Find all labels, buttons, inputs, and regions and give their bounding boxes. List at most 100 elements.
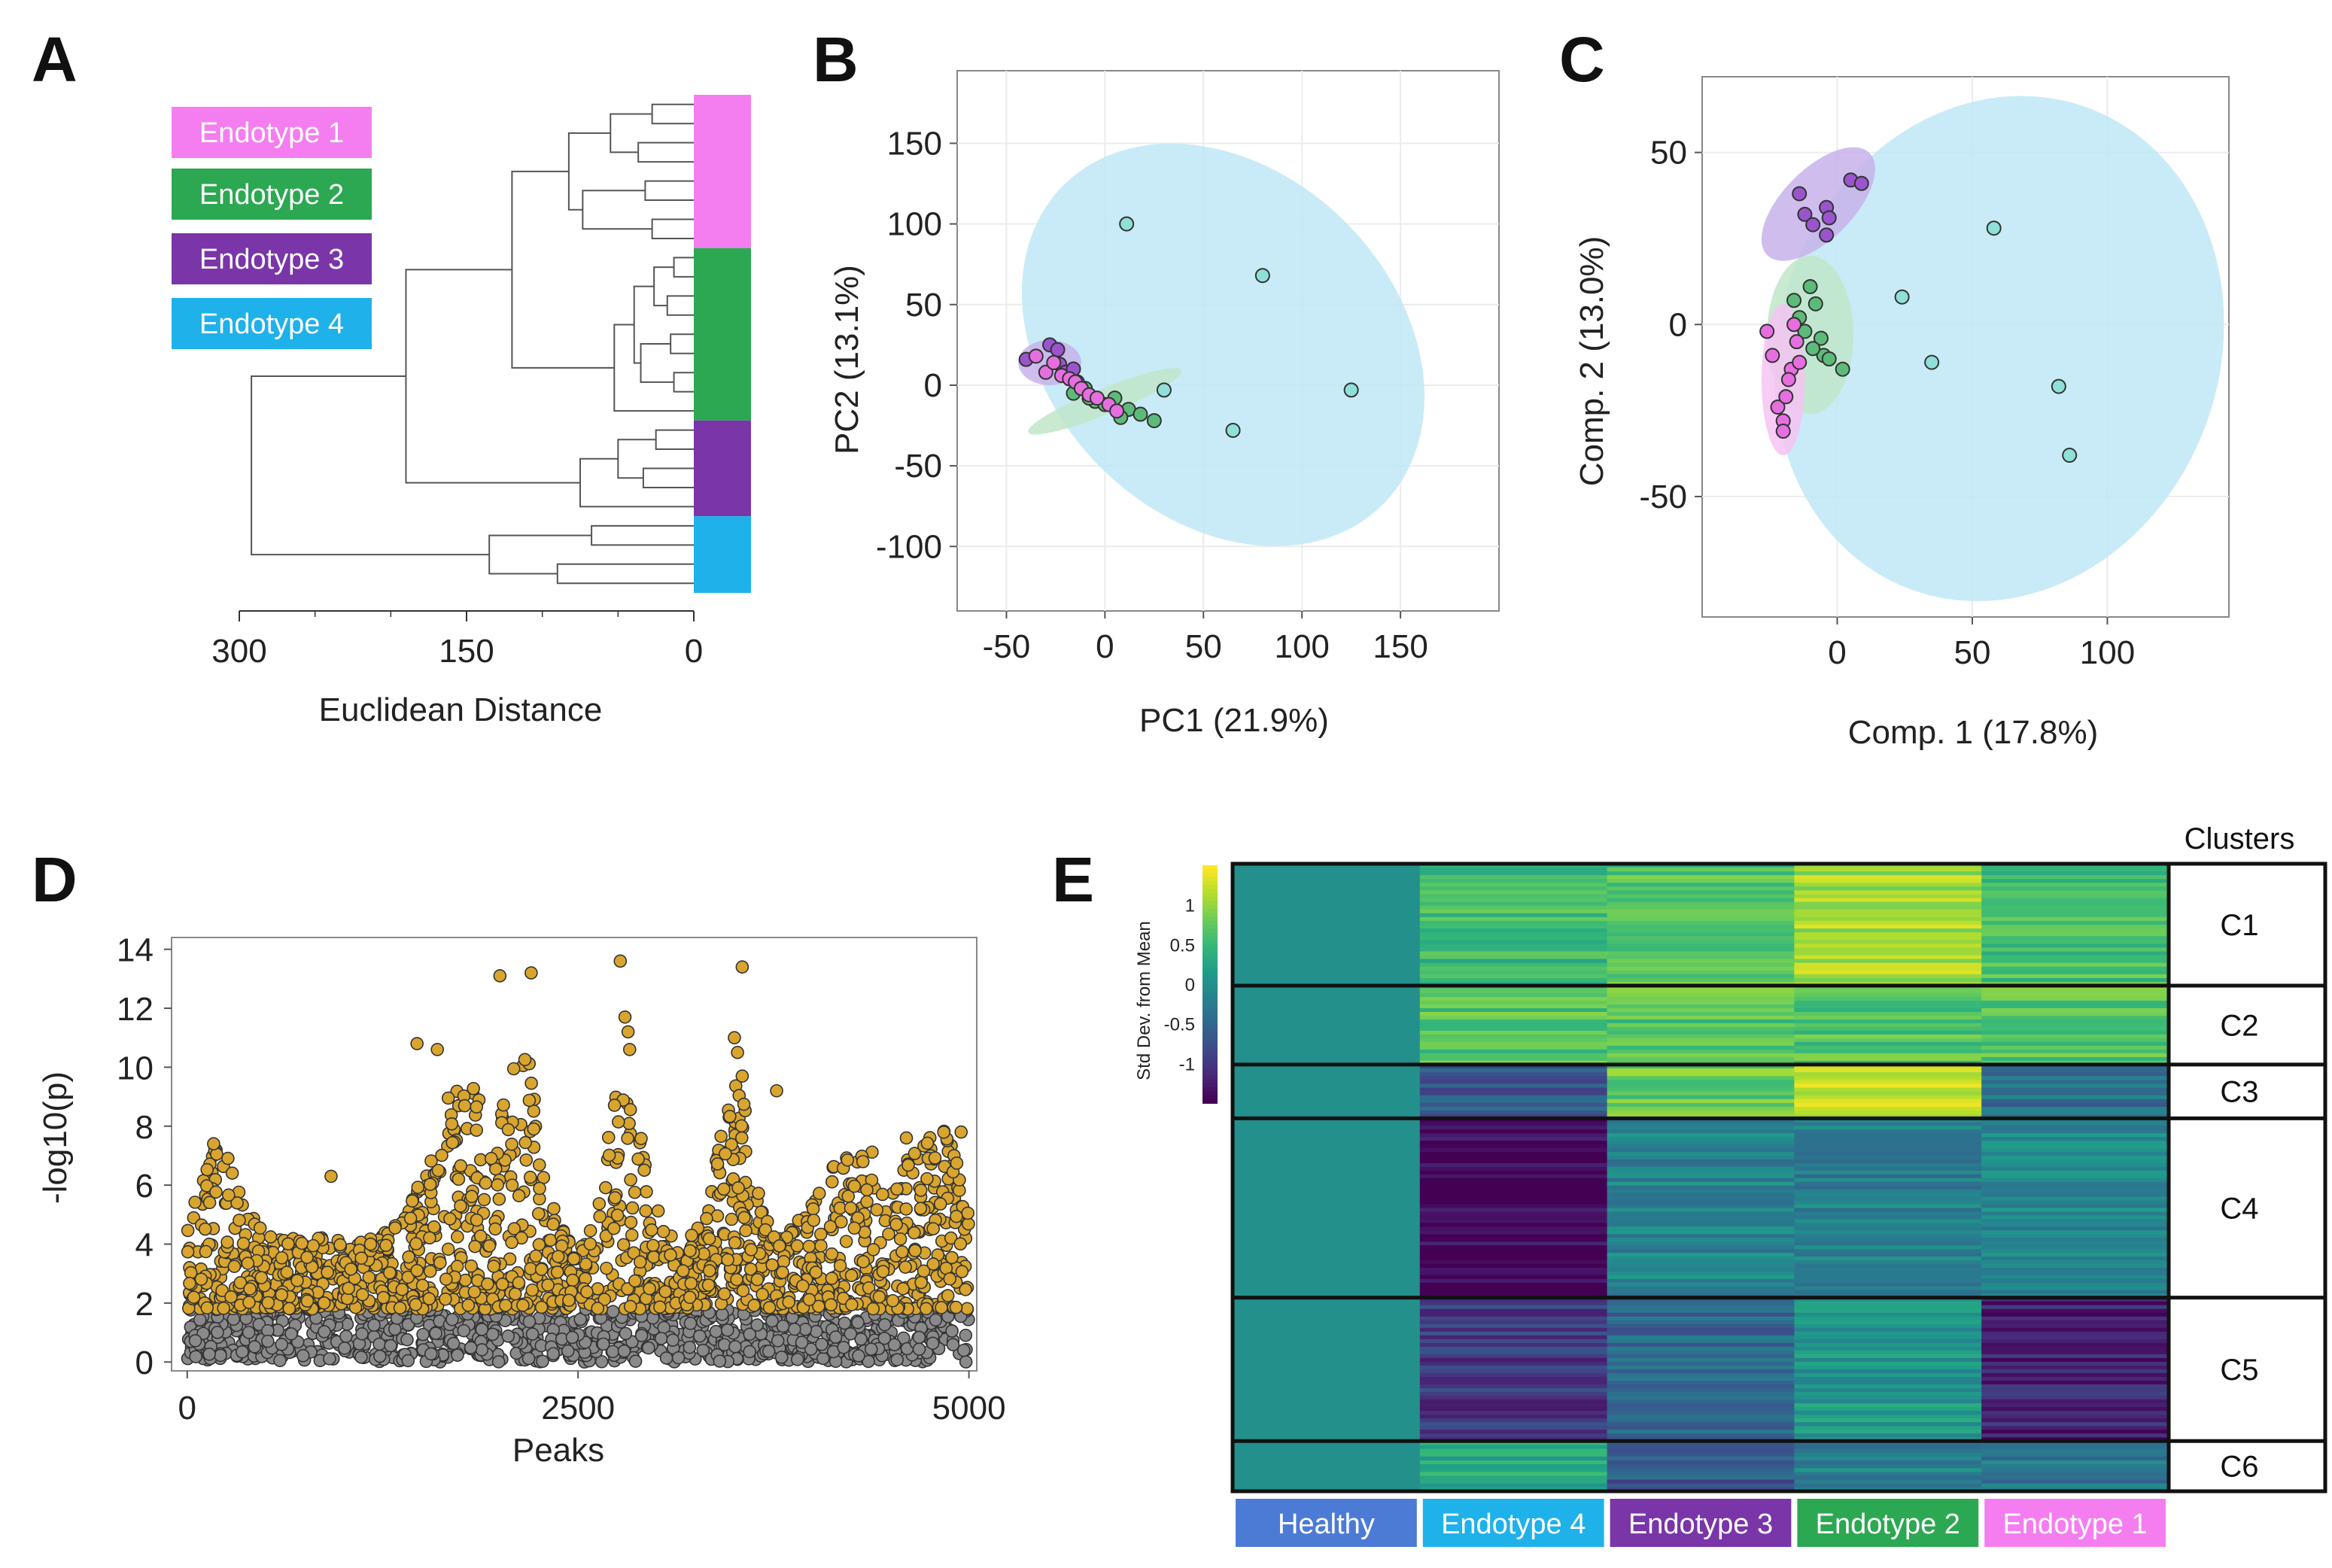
- nonsignificant-peak-point: [864, 1342, 878, 1357]
- heatmap-cell: [1981, 1350, 2169, 1355]
- heatmap-cell: [1233, 920, 1421, 925]
- heatmap-cell: [1233, 1111, 1421, 1115]
- significant-peak-point: [684, 1276, 698, 1290]
- nonsignificant-peak-point: [628, 1354, 643, 1368]
- point-endotype-3: [1853, 175, 1869, 191]
- heatmap-cell: [1233, 1257, 1421, 1261]
- heatmap-cell: [1794, 1007, 1982, 1013]
- heatmap-cell: [1981, 1068, 2169, 1073]
- heatmap-cell: [1794, 898, 1982, 903]
- heatmap-cell: [1419, 1133, 1608, 1138]
- heatmap-cell: [1981, 1475, 2169, 1481]
- heatmap-cell: [1233, 1316, 1421, 1321]
- significant-peak-point: [866, 1302, 880, 1316]
- point-endotype-2: [1786, 293, 1802, 308]
- nonsignificant-peak-point: [525, 1327, 540, 1341]
- heatmap-cell: [1419, 1316, 1608, 1321]
- heatmap-cell: [1419, 1290, 1608, 1295]
- heatmap-cell: [1607, 966, 1795, 971]
- heatmap-cell: [1794, 1422, 1982, 1427]
- heatmap-cell: [1607, 1026, 1795, 1032]
- significant-peak-point: [646, 1238, 660, 1253]
- heatmap-cell: [1794, 1350, 1982, 1355]
- point-endotype-4: [1119, 216, 1135, 232]
- heatmap-cell: [1419, 951, 1608, 956]
- heatmap-cell: [1981, 1301, 2169, 1306]
- colorbar-segment: [1202, 1007, 1218, 1013]
- panel-label-e: E: [1052, 844, 1094, 915]
- heatmap-cell: [1981, 1361, 2169, 1366]
- heatmap-cell: [1233, 1305, 1421, 1310]
- legend-swatch-endotype-4: [172, 298, 372, 349]
- heatmap-cell: [1607, 1118, 1795, 1123]
- significant-peak-point: [623, 1299, 637, 1314]
- heatmap-cell: [1233, 1411, 1421, 1415]
- heatmap-cell: [1794, 1399, 1982, 1404]
- significant-peak-point: [941, 1289, 955, 1302]
- heatmap-cell: [1233, 894, 1421, 899]
- heatmap-cell: [1981, 1342, 2169, 1348]
- heatmap-cell: [1981, 970, 2169, 975]
- significant-peak-point: [441, 1091, 455, 1105]
- significant-peak-point: [524, 966, 538, 980]
- heatmap-cell: [1419, 1118, 1608, 1123]
- heatmap-cell: [1607, 1193, 1795, 1198]
- significant-peak-point: [527, 1122, 541, 1136]
- significant-peak-point: [814, 1238, 828, 1253]
- heatmap-cell: [1607, 1483, 1795, 1488]
- heatmap-cell: [1419, 913, 1608, 918]
- heatmap-cell: [1981, 1384, 2169, 1389]
- heatmap-cell: [1794, 901, 1982, 907]
- significant-peak-point: [518, 1053, 532, 1067]
- nonsignificant-peak-point: [261, 1334, 275, 1348]
- significant-peak-point: [529, 1249, 543, 1263]
- heatmap-cell: [1607, 879, 1795, 883]
- heatmap-cell: [1419, 928, 1608, 933]
- heatmap-cell: [1419, 1472, 1608, 1476]
- heatmap-cell: [1981, 875, 2169, 880]
- significant-peak-point: [395, 1283, 409, 1296]
- significant-peak-point: [725, 1212, 739, 1226]
- heatmap-cell: [1794, 1001, 1982, 1005]
- heatmap-cell: [1607, 1350, 1795, 1355]
- significant-peak-point: [933, 1197, 947, 1211]
- significant-peak-point: [300, 1250, 314, 1264]
- heatmap-cell: [1233, 883, 1421, 887]
- heatmap-cell: [1233, 1083, 1421, 1089]
- heatmap-cell: [1607, 1196, 1795, 1202]
- heatmap-cell: [1233, 1267, 1421, 1272]
- heatmap-cell: [1419, 1166, 1608, 1171]
- heatmap-cell: [1607, 1019, 1795, 1024]
- heatmap-cell: [1607, 1472, 1795, 1476]
- nonsignificant-peak-point: [606, 1305, 620, 1318]
- heatmap-cell: [1794, 1129, 1982, 1134]
- heatmap-cell: [1419, 1286, 1608, 1291]
- significant-peak-point: [410, 1263, 424, 1278]
- colorbar-segment: [1202, 928, 1218, 934]
- heatmap-cell: [1794, 1452, 1982, 1457]
- heatmap-cell: [1981, 1308, 2169, 1314]
- heatmap-cell: [1607, 1023, 1795, 1028]
- confidence-ellipse-endotype-4: [1774, 96, 2224, 602]
- significant-peak-point: [592, 1197, 607, 1211]
- nonsignificant-peak-point: [795, 1336, 809, 1349]
- heatmap-cell: [1419, 936, 1608, 940]
- heatmap-cell: [1607, 1323, 1795, 1329]
- heatmap-cell: [1419, 1064, 1608, 1069]
- heatmap-cell: [1233, 1376, 1421, 1381]
- significant-peak-point: [610, 1208, 625, 1222]
- significant-peak-point: [812, 1187, 826, 1200]
- heatmap-cell: [1419, 1357, 1608, 1363]
- heatmap-cell: [1794, 1170, 1982, 1175]
- significant-peak-point: [402, 1250, 415, 1264]
- nonsignificant-peak-point: [323, 1352, 336, 1366]
- cluster-bar-endotype-3: [694, 420, 751, 517]
- heatmap-cell: [1419, 1354, 1608, 1359]
- heatmap-cell: [1794, 1004, 1982, 1009]
- heatmap-cell: [1419, 1396, 1608, 1400]
- dendrogram-branch: [651, 103, 694, 125]
- significant-peak-point: [221, 1188, 236, 1202]
- nonsignificant-peak-point: [771, 1334, 785, 1348]
- heatmap-cell: [1794, 1045, 1982, 1050]
- heatmap-cell: [1981, 1174, 2169, 1179]
